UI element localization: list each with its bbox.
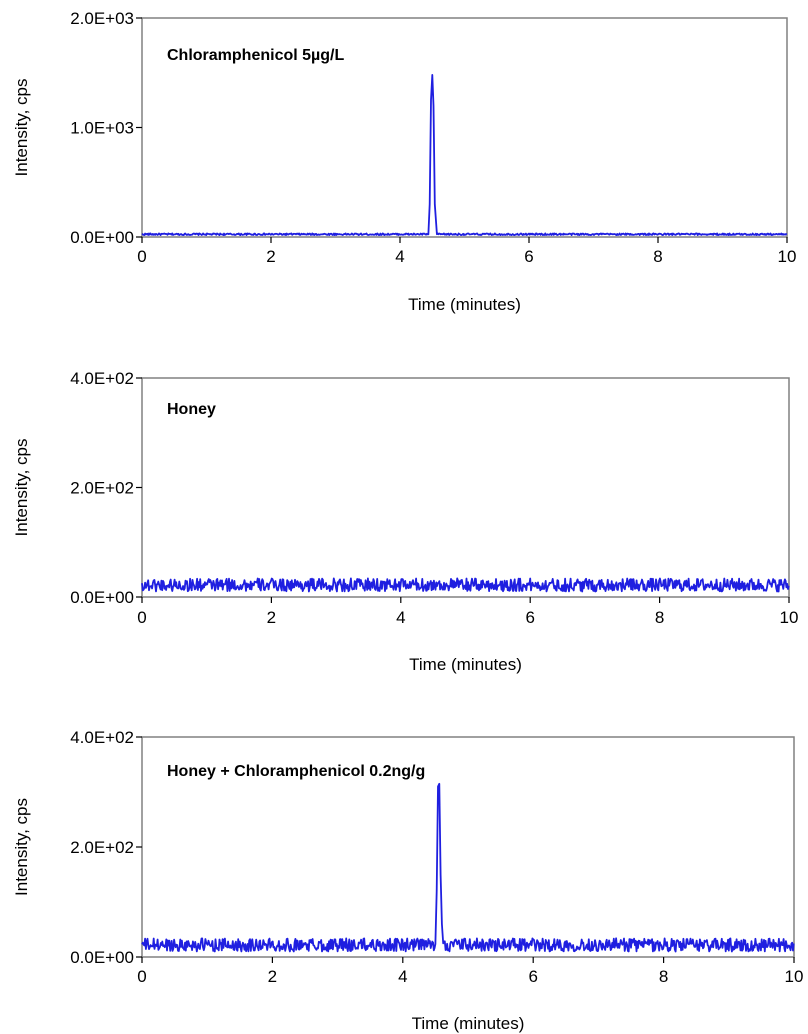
x-tick-label: 6: [528, 967, 537, 986]
series-line: [141, 577, 790, 593]
y-axis-title: Intensity, cps: [12, 798, 31, 896]
chart-panel-2: 0.0E+00 2.0E+02 4.0E+02 0 2 4 6 8 10 Time (minute…: [12, 369, 798, 674]
x-tick-label: 8: [653, 247, 662, 266]
series-line: [141, 74, 788, 236]
y-axis-title: Intensity, cps: [12, 79, 31, 177]
y-tick-label: 1.0E+03: [70, 119, 134, 138]
y-tick-label: 4.0E+02: [70, 369, 134, 388]
series-line: [141, 782, 795, 953]
x-tick-label: 4: [396, 608, 405, 627]
y-tick-label: 2.0E+02: [70, 838, 134, 857]
plot-area: [141, 377, 790, 598]
x-axis-title: Time (minutes): [408, 295, 521, 314]
chart-title: Honey + Chloramphenicol 0.2ng/g: [167, 763, 425, 780]
x-tick-label: 0: [137, 608, 146, 627]
x-tick-label: 0: [137, 967, 146, 986]
y-tick-label: 0.0E+00: [70, 588, 134, 607]
x-tick-label: 0: [137, 247, 146, 266]
x-tick-label: 10: [785, 967, 804, 986]
x-tick-label: 6: [524, 247, 533, 266]
x-axis-title: Time (minutes): [412, 1014, 525, 1033]
y-axis-title: Intensity, cps: [12, 439, 31, 537]
y-tick-label: 2.0E+03: [70, 9, 134, 28]
chart-panel-1: 0.0E+00 1.0E+03 2.0E+03 0 2 4 6 8 10 Time (minute…: [12, 9, 796, 314]
chart-title: Honey: [167, 401, 216, 418]
y-tick-label: 0.0E+00: [70, 228, 134, 247]
x-axis-title: Time (minutes): [409, 655, 522, 674]
x-tick-label: 10: [780, 608, 799, 627]
x-tick-label: 2: [267, 608, 276, 627]
y-tick-label: 2.0E+02: [70, 479, 134, 498]
x-tick-label: 8: [655, 608, 664, 627]
chart-title: Chloramphenicol 5µg/L: [167, 47, 344, 64]
x-tick-label: 2: [268, 967, 277, 986]
y-tick-label: 4.0E+02: [70, 728, 134, 747]
x-tick-label: 4: [395, 247, 404, 266]
y-tick-label: 0.0E+00: [70, 948, 134, 967]
x-tick-label: 8: [659, 967, 668, 986]
x-tick-label: 2: [266, 247, 275, 266]
x-tick-label: 4: [398, 967, 407, 986]
x-tick-label: 6: [525, 608, 534, 627]
chart-panel-3: 0.0E+00 2.0E+02 4.0E+02 0 2 4 6 8 10 Time (minute…: [12, 728, 803, 1033]
x-tick-label: 10: [778, 247, 797, 266]
